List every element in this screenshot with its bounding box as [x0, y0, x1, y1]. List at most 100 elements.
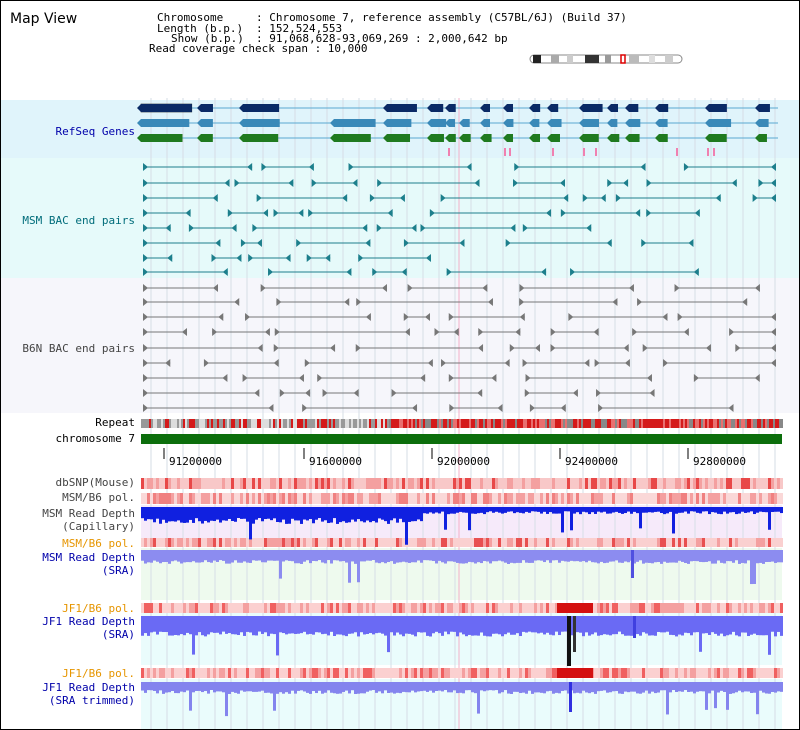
track-label-msm-pol2[interactable]: MSM/B6 pol.: [62, 537, 135, 550]
polymorphism-cell: [267, 603, 270, 613]
polymorphism-cell: [570, 478, 573, 489]
read-depth-bar: [330, 507, 333, 523]
repeat-segment: [495, 419, 497, 428]
polymorphism-cell: [351, 538, 354, 547]
track-label-jf1-pol2[interactable]: JF1/B6 pol.: [62, 667, 135, 680]
polymorphism-cell: [378, 478, 381, 489]
polymorphism-cell: [726, 538, 729, 547]
read-depth-bar: [456, 682, 459, 694]
polymorphism-cell: [441, 538, 444, 547]
polymorphism-cell: [747, 478, 750, 489]
polymorphism-cell: [678, 538, 681, 547]
read-depth-bar: [192, 616, 195, 655]
polymorphism-cell: [177, 493, 180, 504]
polymorphism-cell: [522, 603, 525, 613]
polymorphism-cell: [495, 603, 498, 613]
bac-end-arrow: [497, 404, 503, 412]
repeat-segment: [719, 419, 721, 428]
polymorphism-cell: [210, 538, 213, 547]
repeat-segment: [533, 419, 535, 428]
repeat-segment: [153, 419, 155, 428]
repeat-segment: [435, 419, 437, 428]
track-label-repeat[interactable]: Repeat: [95, 416, 135, 429]
read-depth-bar: [675, 616, 678, 637]
polymorphism-cell: [186, 668, 189, 678]
polymorphism-cell: [354, 493, 357, 504]
read-depth-bar: [525, 616, 528, 633]
polymorphism-cell: [564, 493, 567, 504]
track-label-b6n-bac[interactable]: B6N BAC end pairs: [22, 342, 135, 355]
repeat-segment: [569, 419, 571, 428]
read-depth-bar: [399, 550, 402, 563]
polymorphism-cell: [237, 538, 240, 547]
read-depth-bar: [363, 550, 366, 562]
polymorphism-cell: [597, 478, 600, 489]
gene-block: [484, 104, 490, 112]
track-label-jf1-depth-trim[interactable]: JF1 Read Depth: [42, 681, 135, 694]
polymorphism-cell: [282, 603, 285, 613]
track-label-jf1-pol[interactable]: JF1/B6 pol.: [62, 602, 135, 615]
track-label-jf1-depth-sra[interactable]: JF1 Read Depth: [42, 615, 135, 628]
polymorphism-cell: [510, 668, 513, 678]
read-depth-bar: [333, 682, 336, 694]
polymorphism-cell: [225, 493, 228, 504]
repeat-segment: [265, 419, 267, 428]
read-depth-bar: [561, 507, 564, 533]
polymorphism-cell: [765, 603, 768, 613]
read-depth-bar: [267, 507, 270, 519]
gene-block: [629, 119, 641, 127]
polymorphism-cell: [249, 538, 252, 547]
read-depth-bar: [342, 616, 345, 636]
polymorphism-cell: [699, 603, 702, 613]
polymorphism-cell: [201, 478, 204, 489]
read-depth-bar: [618, 507, 621, 513]
read-depth-bar: [381, 682, 384, 694]
polymorphism-cell: [566, 668, 569, 678]
polymorphism-cell: [195, 538, 198, 547]
read-depth-bar: [204, 507, 207, 521]
polymorphism-cell: [372, 478, 375, 489]
repeat-segment: [237, 419, 239, 428]
read-depth-bar: [522, 616, 525, 632]
read-depth-bar: [696, 550, 699, 562]
repeat-segment: [571, 419, 573, 428]
repeat-segment: [527, 419, 529, 428]
read-depth-bar: [576, 682, 579, 693]
repeat-segment: [443, 419, 445, 428]
polymorphism-cell: [750, 668, 753, 678]
track-label-dbsnp[interactable]: dbSNP(Mouse): [55, 476, 135, 489]
repeat-segment: [669, 419, 671, 428]
read-depth-bar: [306, 682, 309, 693]
read-depth-bar: [594, 682, 597, 694]
polymorphism-cell: [645, 493, 648, 504]
polymorphism-cell: [498, 493, 501, 504]
read-depth-bar: [384, 616, 387, 636]
track-label-msm-depth-cap[interactable]: MSM Read Depth: [42, 507, 135, 520]
polymorphism-cell: [690, 478, 693, 489]
polymorphism-cell: [312, 538, 315, 547]
polymorphism-cell: [723, 603, 726, 613]
polymorphism-cell: [435, 478, 438, 489]
read-depth-bar: [252, 616, 255, 636]
read-depth-bar: [654, 616, 657, 636]
track-label-refseq[interactable]: RefSeq Genes: [55, 125, 135, 138]
read-depth-bar: [597, 550, 600, 564]
chromosome-ideogram-icon[interactable]: [529, 54, 685, 64]
polymorphism-cell: [624, 538, 627, 547]
polymorphism-cell: [228, 538, 231, 547]
read-depth-bar: [249, 507, 252, 540]
polymorphism-cell: [615, 493, 618, 504]
track-label-msm-bac[interactable]: MSM BAC end pairs: [22, 214, 135, 227]
repeat-segment: [395, 419, 397, 428]
read-depth-bar: [462, 507, 465, 513]
track-label-msm-depth-sra[interactable]: MSM Read Depth: [42, 551, 135, 564]
bac-end-arrow: [694, 209, 700, 217]
read-depth-bar: [468, 616, 471, 635]
bac-end-arrow: [448, 313, 454, 321]
polymorphism-cell: [645, 478, 648, 489]
read-depth-bar: [486, 682, 489, 691]
repeat-segment: [713, 419, 715, 428]
track-label-msm-pol[interactable]: MSM/B6 pol.: [62, 491, 135, 504]
read-depth-bar: [387, 616, 390, 653]
